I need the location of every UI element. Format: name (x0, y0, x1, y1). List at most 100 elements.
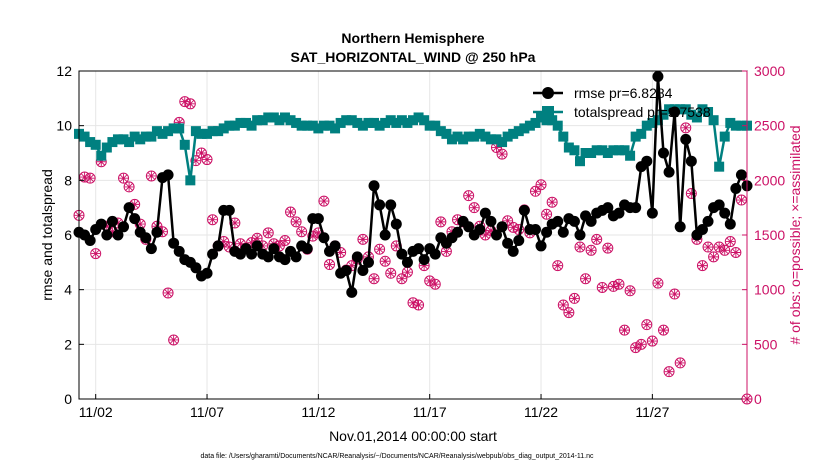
legend: rmse pr=6.8284 totalspread pr=9.7538 (533, 85, 711, 120)
obs-assimilated-marker (274, 241, 284, 251)
rmse-point (112, 229, 124, 241)
right-tick-label: 3000 (754, 63, 785, 79)
rmse-point (646, 207, 658, 219)
totalspread-point (396, 115, 407, 126)
obs-assimilated-marker (185, 99, 195, 109)
totalspread-point (179, 139, 190, 150)
obs-assimilated-marker (291, 217, 301, 227)
totalspread-point (408, 115, 418, 126)
rmse-point (290, 251, 302, 263)
obs-possible-marker (663, 366, 675, 378)
totalspread-point (597, 145, 608, 156)
totalspread-point (268, 112, 279, 123)
rmse-point (463, 221, 475, 233)
obs-assimilated-marker (569, 293, 579, 303)
rmse-point (680, 133, 692, 145)
obs-possible-marker (557, 299, 569, 311)
obs-point (696, 260, 708, 272)
rmse-point (223, 204, 235, 216)
obs-assimilated-marker (235, 239, 245, 249)
rmse-point (318, 232, 330, 244)
rmse-point (630, 202, 642, 214)
rmse-point (429, 248, 441, 260)
rmse-point (340, 265, 352, 277)
rmse-point (418, 254, 430, 266)
obs-possible-marker (168, 334, 180, 346)
obs-point (190, 155, 202, 167)
rmse-point (535, 240, 547, 252)
obs-point (708, 251, 720, 263)
obs-point (184, 98, 196, 110)
obs-assimilated-marker (558, 300, 568, 310)
obs-point (669, 288, 681, 300)
obs-assimilated-marker (536, 180, 546, 190)
obs-possible-marker (279, 234, 291, 246)
obs-assimilated-marker (514, 225, 524, 235)
obs-assimilated-marker (258, 241, 268, 251)
right-tick-label: 0 (754, 391, 762, 407)
obs-possible-marker (735, 194, 747, 206)
totalspread-point (107, 137, 118, 148)
obs-point (207, 214, 219, 226)
obs-point (563, 307, 575, 319)
obs-possible-marker (424, 275, 436, 287)
totalspread-point (129, 131, 140, 142)
rmse-point (730, 183, 742, 195)
obs-possible-marker (262, 227, 274, 239)
obs-assimilated-marker (447, 227, 457, 237)
obs-assimilated-marker (441, 246, 451, 256)
rmse-point (390, 218, 402, 230)
obs-possible-marker (635, 338, 647, 350)
obs-assimilated-marker (280, 235, 290, 245)
obs-point (646, 335, 658, 347)
rmse-point (485, 215, 497, 227)
obs-possible-marker (602, 242, 614, 254)
obs-assimilated-marker (91, 249, 101, 259)
rmse-point (362, 256, 374, 268)
obs-point (641, 319, 653, 331)
obs-assimilated-marker (647, 336, 657, 346)
obs-possible-marker (685, 187, 697, 199)
rmse-point (452, 226, 464, 238)
obs-point (468, 202, 480, 214)
obs-possible-marker (123, 181, 135, 193)
totalspread-point (602, 148, 613, 158)
rmse-point (357, 265, 369, 277)
obs-assimilated-marker (731, 247, 741, 257)
obs-possible-marker (195, 147, 207, 159)
totalspread-point (324, 120, 335, 131)
rmse-point (496, 221, 508, 233)
totalspread-point (485, 134, 496, 145)
totalspread-point (168, 123, 179, 134)
rmse-point (724, 218, 736, 230)
obs-possible-marker (318, 195, 330, 207)
obs-possible-marker (574, 241, 586, 253)
totalspread-point (641, 120, 652, 131)
totalspread-point (112, 134, 123, 145)
rmse-point (613, 207, 625, 219)
totalspread-point (318, 120, 329, 131)
obs-assimilated-marker (620, 325, 630, 335)
totalspread-point (235, 117, 246, 128)
obs-assimilated-marker (169, 335, 179, 345)
obs-point (624, 285, 636, 297)
rmse-point (602, 202, 614, 214)
x-tick-label: 11/27 (635, 404, 669, 420)
obs-possible-marker (145, 170, 157, 182)
obs-possible-marker (613, 278, 625, 290)
obs-assimilated-marker (208, 215, 218, 225)
obs-assimilated-marker (202, 155, 212, 165)
obs-assimilated-marker (402, 267, 412, 277)
obs-assimilated-marker (386, 268, 396, 278)
totalspread-point (446, 134, 457, 145)
obs-point (279, 234, 291, 246)
rmse-point (513, 234, 525, 246)
obs-assimilated-marker (358, 234, 368, 244)
totalspread-point (101, 142, 112, 153)
rmse-point (212, 240, 224, 252)
obs-point (407, 297, 419, 309)
legend-totalspread-label: totalspread pr=9.7538 (574, 104, 711, 120)
obs-point (663, 366, 675, 378)
rmse-point (507, 245, 519, 257)
totalspread-point (613, 145, 624, 156)
